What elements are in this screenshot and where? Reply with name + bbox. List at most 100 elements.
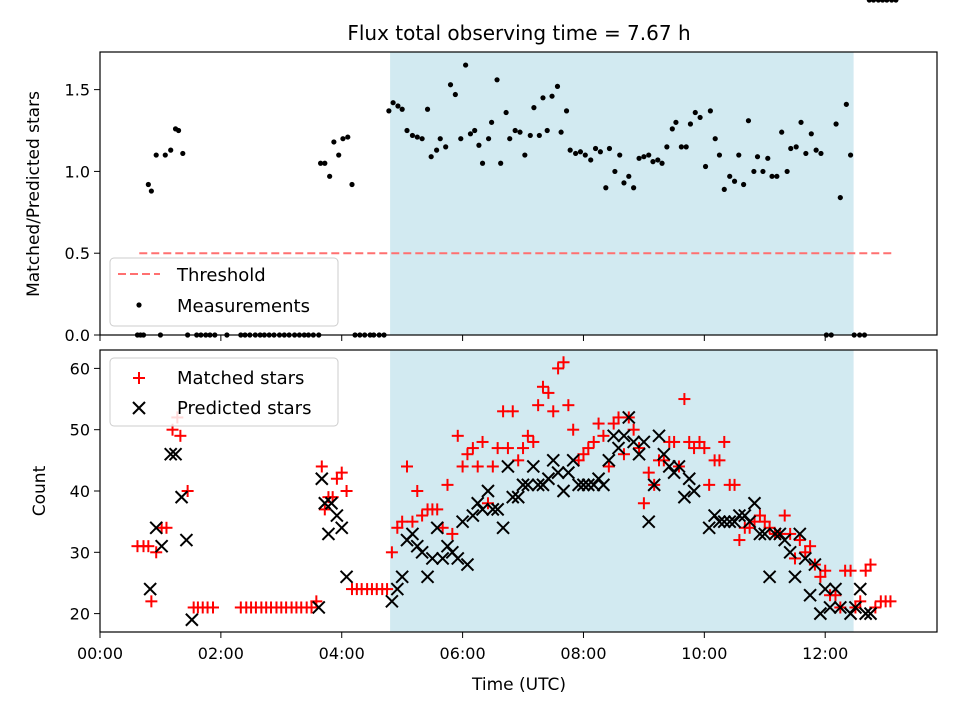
measurement-point [322,160,328,166]
measurement-point [774,173,780,179]
top-yticks: 0.0 0.5 1.0 1.5 [65,81,100,345]
measurement-point [517,129,523,135]
predicted-point [682,472,696,486]
matched-point [703,478,716,491]
matched-point [668,435,681,448]
measurement-point [727,173,733,179]
top-xticks [99,335,826,341]
measurement-point [779,129,785,135]
predicted-point [390,582,405,596]
predicted-point [702,521,716,535]
predicted-point [606,429,621,443]
predicted-point [788,570,802,584]
matched-point [174,429,187,442]
measurement-point [498,160,504,166]
measurement-point [180,150,186,157]
measurement-point [148,188,154,194]
predicted-point [321,527,336,541]
predicted-point [168,447,183,461]
matched-point [517,442,530,455]
measurement-point [843,101,849,107]
matched-point [207,601,220,614]
predicted-point [501,459,515,474]
predicted-point [516,478,530,492]
matched-point [506,405,519,418]
bottom-xtick-label: 06:00 [440,644,486,663]
predicted-point [154,539,169,553]
bottom-xtick-label: 02:00 [198,644,244,663]
matched-point [552,362,565,375]
measurement-point [458,136,464,142]
predicted-point [828,582,843,596]
matched-point [527,435,540,448]
matched-point [315,460,328,473]
matched-point [142,540,155,553]
measurement-point [893,0,899,3]
measurement-point [540,95,546,101]
matched-point [547,405,560,418]
predicted-point [561,465,576,480]
measurement-point [345,134,351,140]
measurement-point [664,144,670,150]
predicted-point [672,459,686,474]
measurement-point [678,144,684,150]
measurement-point [833,121,839,127]
measurement-point [650,159,656,165]
measurement-point [549,93,555,99]
predicted-point [723,514,737,529]
measurement-point [476,142,482,148]
matched-point [683,435,696,448]
matched-point [145,595,158,608]
predicted-point [762,570,777,584]
matched-point [829,589,842,602]
matched-point [814,570,827,583]
top-panel: 0.0 0.5 1.0 1.5 Matched/Predicted stars Thr… [24,0,938,345]
matched-point [486,460,499,473]
matched-point [793,534,806,547]
matched-point [602,460,615,473]
measurement-point [472,127,478,134]
matched-point [318,503,331,516]
predicted-point [541,472,556,486]
measurement-point [769,173,775,179]
predicted-point [330,508,344,523]
matched-point [160,521,173,534]
bottom-xtick-label: 10:00 [681,644,727,663]
top-y-axis-label: Matched/Predicted stars [24,91,44,297]
predicted-point [798,551,812,566]
measurement-point [884,0,890,3]
measurement-point [760,168,766,175]
measurement-point [626,173,632,179]
measurement-point [588,157,594,163]
matched-point [733,534,746,547]
top-legend: Threshold Measurements [109,257,339,327]
predicted-point [339,570,354,584]
matched-point [884,595,897,608]
matched-point [385,546,398,559]
matched-point [859,564,872,577]
measurement-point [808,131,814,137]
predicted-point [677,490,692,504]
measurement-point [479,160,486,166]
predicted-point [732,508,747,523]
measurement-point [866,0,872,3]
matched-point [562,399,575,412]
bottom-xtick-label: 12:00 [802,644,848,663]
matched-point [557,356,570,369]
matched-point [799,546,812,559]
top-shaded-region [390,52,854,335]
predicted-point [853,582,867,596]
matched-point [642,466,655,479]
measurement-point [712,136,718,142]
measurement-point [577,149,584,155]
measurement-point [741,181,747,188]
matched-point [572,454,585,467]
matched-point [330,472,343,485]
predicted-point [747,496,762,510]
measurement-point [447,82,454,88]
bottom-xtick-label: 08:00 [560,644,606,663]
bottom-predicted-points [143,410,878,627]
predicted-point [405,527,420,541]
predicted-point [435,551,450,566]
